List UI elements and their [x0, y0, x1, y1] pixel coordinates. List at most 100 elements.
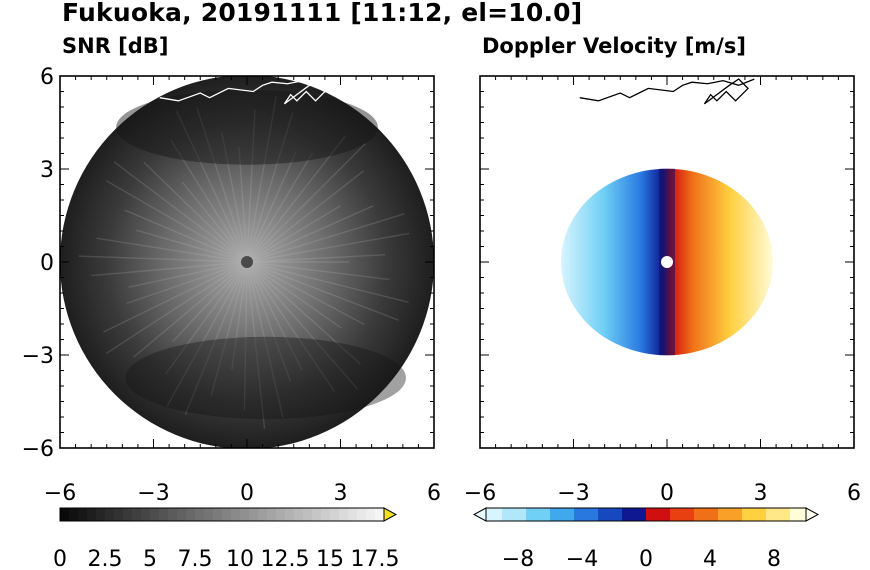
- snr-streak: [196, 107, 248, 263]
- colorbar-swatch: [718, 508, 727, 521]
- colorbar-swatch: [78, 508, 88, 521]
- colorbar-swatch: [614, 508, 623, 521]
- colorbar-swatch: [726, 508, 735, 521]
- snr-streak: [246, 112, 294, 263]
- colorbar-swatch: [678, 508, 687, 521]
- figure-title: Fukuoka, 20191111 [11:12, el=10.0]: [62, 0, 583, 27]
- doppler-panel-title: Doppler Velocity [m/s]: [482, 34, 746, 58]
- y-tick-label: 6: [40, 65, 54, 90]
- colorbar-swatch: [276, 508, 286, 521]
- snr-streak: [246, 261, 303, 371]
- colorbar-label: 10: [226, 547, 254, 570]
- colorbar-swatch: [782, 508, 791, 521]
- colorbar-swatch: [550, 508, 559, 521]
- colorbar-label: 17.5: [351, 547, 400, 570]
- colorbar-swatch: [339, 508, 349, 521]
- colorbar-swatch: [141, 508, 151, 521]
- snr-dark-band: [125, 336, 406, 420]
- colorbar-swatch: [734, 508, 743, 521]
- colorbar-swatch: [646, 508, 655, 521]
- snr-streak: [78, 255, 248, 263]
- snr-streak: [246, 261, 284, 418]
- snr-streak: [246, 261, 365, 325]
- colorbar-swatch: [574, 508, 583, 521]
- x-tick-label: −3: [557, 481, 589, 506]
- snr-panel: −6 −3 0 3 6 −6 −3 0 3 6: [22, 65, 441, 506]
- colorbar-extend-arrow: [805, 507, 820, 522]
- y-tick-label: 3: [40, 158, 54, 183]
- colorbar-swatch: [177, 508, 187, 521]
- snr-streak: [184, 261, 248, 415]
- snr-streak: [165, 261, 248, 375]
- colorbar-label: 12.5: [261, 547, 310, 570]
- snr-streak: [246, 96, 277, 263]
- colorbar-swatch: [159, 508, 169, 521]
- y-tick-label: −6: [22, 437, 54, 462]
- snr-streak: [246, 142, 367, 263]
- colorbar-label: 15: [316, 547, 344, 570]
- radar-site: [241, 256, 253, 268]
- x-tick-label: 0: [660, 481, 674, 506]
- snr-streak: [246, 261, 335, 392]
- colorbar-swatch: [566, 508, 575, 521]
- y-tick-label: 0: [40, 251, 54, 276]
- snr-streak: [176, 110, 248, 263]
- colorbar-swatch: [231, 508, 241, 521]
- snr-streak: [246, 254, 386, 263]
- colorbar-swatch: [114, 508, 124, 521]
- snr-streak: [246, 232, 410, 263]
- snr-streak: [91, 261, 248, 277]
- snr-streak: [166, 261, 248, 407]
- coastline: [579, 78, 755, 102]
- snr-streak: [133, 261, 248, 358]
- colorbar-swatch: [630, 508, 639, 521]
- colorbar-swatch: [312, 508, 322, 521]
- colorbar-swatch: [518, 508, 527, 521]
- snr-streak: [106, 180, 248, 263]
- snr-streak: [246, 261, 409, 303]
- colorbar-swatch: [375, 508, 385, 521]
- snr-streak: [96, 237, 248, 263]
- snr-streak: [246, 205, 341, 263]
- snr-streak: [181, 181, 248, 263]
- snr-streak: [170, 140, 248, 263]
- colorbar-swatch: [258, 508, 268, 521]
- snr-streak: [246, 135, 346, 263]
- colorbar-swatch: [534, 508, 543, 521]
- colorbar-swatch: [494, 508, 503, 521]
- x-tick-label: −6: [464, 481, 496, 506]
- colorbar-frame: [59, 507, 385, 522]
- colorbar-label: 7.5: [178, 547, 213, 570]
- snr-streak: [210, 261, 248, 396]
- x-tick-label: 3: [334, 481, 348, 506]
- colorbar-swatch: [510, 508, 519, 521]
- colorbar-swatch: [303, 508, 313, 521]
- colorbar-swatch: [69, 508, 79, 521]
- colorbar-swatch: [486, 508, 495, 521]
- colorbar-swatch: [168, 508, 178, 521]
- snr-streak: [246, 152, 314, 263]
- colorbar-swatch: [321, 508, 331, 521]
- snr-colorbar: 0 2.5 5 7.5 10 12.5 15 17.5: [53, 507, 400, 570]
- snr-streak: [246, 261, 292, 382]
- snr-streak: [246, 261, 358, 390]
- x-tick-label: 0: [240, 481, 254, 506]
- colorbar-label: 0: [53, 547, 67, 570]
- snr-streak: [124, 209, 248, 263]
- snr-dark-band: [116, 89, 378, 165]
- colorbar-swatch: [710, 508, 719, 521]
- colorbar-swatch: [766, 508, 775, 521]
- snr-streak: [231, 261, 248, 371]
- snr-streak: [172, 261, 248, 343]
- velocity-field: [561, 78, 773, 356]
- colorbar-label: 5: [143, 547, 157, 570]
- colorbar-extend-arrow: [383, 507, 398, 522]
- snr-streak: [106, 261, 248, 354]
- snr-streak: [243, 261, 248, 411]
- colorbar-swatch: [758, 508, 767, 521]
- snr-streak: [126, 261, 248, 305]
- colorbar-swatch: [222, 508, 232, 521]
- colorbar-swatch: [686, 508, 695, 521]
- colorbar-swatch: [204, 508, 214, 521]
